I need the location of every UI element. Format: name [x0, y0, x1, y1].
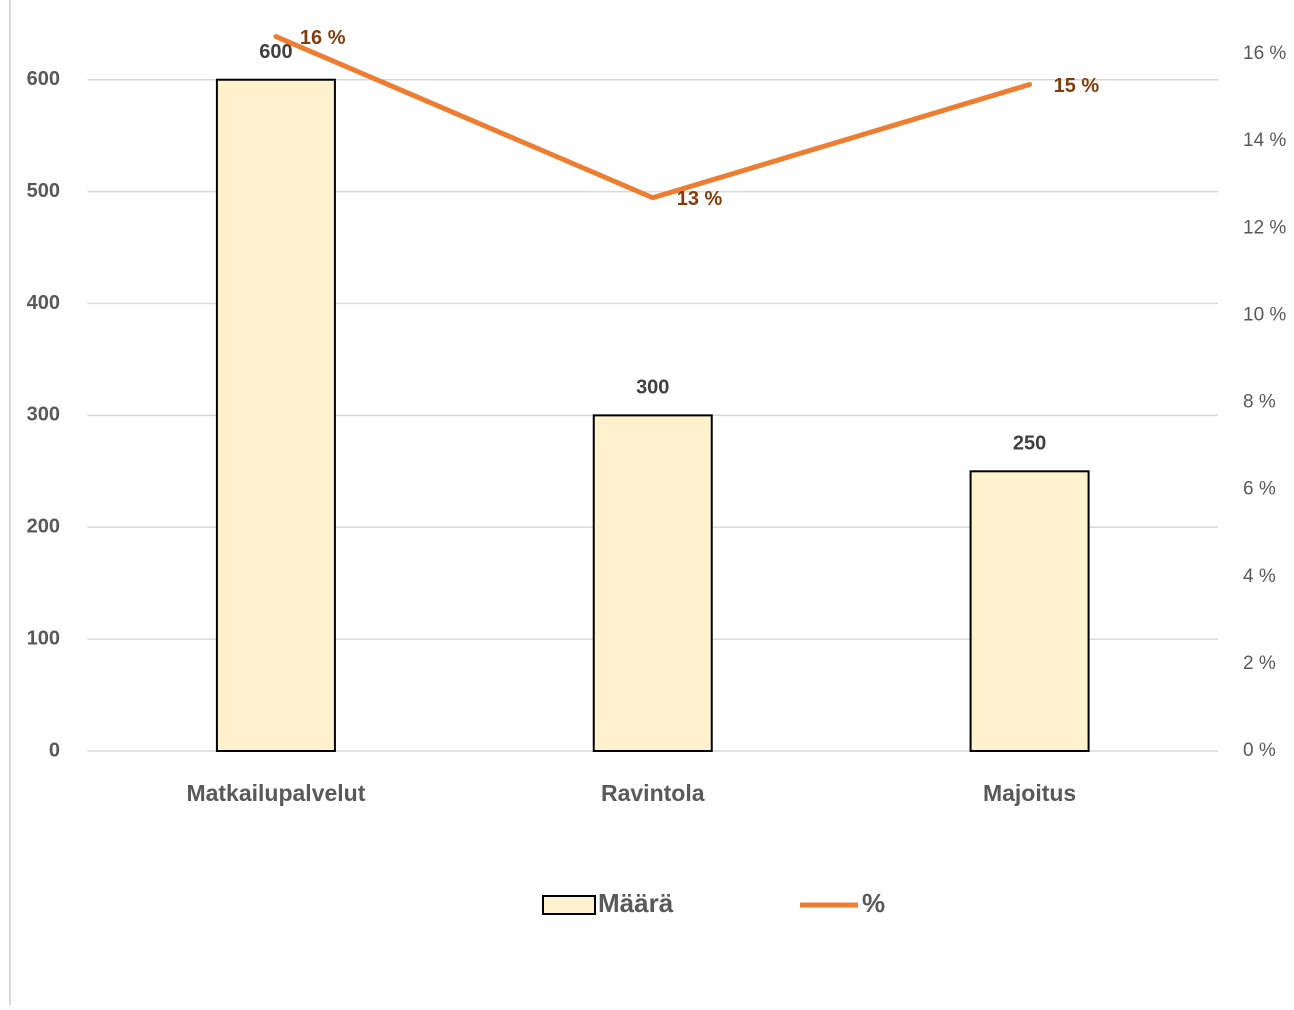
legend-label: % [862, 888, 885, 918]
bar [215, 78, 336, 753]
y2-tick-label: 0 % [1243, 740, 1276, 761]
line-value-label: 16 % [300, 27, 346, 49]
y-tick-label: 500 [27, 180, 60, 202]
y-tick-label: 600 [27, 68, 60, 90]
y2-tick-label: 4 % [1243, 566, 1276, 587]
y-tick-label: 300 [27, 404, 60, 426]
y2-tick-label: 14 % [1243, 130, 1286, 151]
line-series [273, 34, 1033, 201]
bar [592, 414, 713, 752]
line-value-label: 15 % [1054, 75, 1100, 97]
bar-value-label: 300 [636, 377, 669, 399]
y-tick-label: 200 [27, 516, 60, 538]
y2-tick-label: 12 % [1243, 217, 1286, 238]
bar [969, 470, 1090, 752]
y2-tick-label: 16 % [1243, 43, 1286, 64]
x-tick-label: Majoitus [983, 780, 1076, 806]
y-tick-label: 100 [27, 627, 60, 649]
x-tick-label: Matkailupalvelut [186, 780, 365, 806]
y2-tick-label: 2 % [1243, 653, 1276, 674]
legend-label: Määrä [598, 888, 674, 918]
y-tick-label: 400 [27, 292, 60, 314]
y-tick-label: 0 [49, 739, 60, 761]
legend-swatch [542, 895, 596, 915]
x-tick-label: Ravintola [601, 780, 705, 806]
line-value-label: 13 % [677, 188, 723, 210]
y2-tick-label: 6 % [1243, 479, 1276, 500]
bar-value-label: 600 [259, 41, 292, 63]
y2-tick-label: 10 % [1243, 304, 1286, 325]
y2-tick-label: 8 % [1243, 392, 1276, 413]
bar-value-label: 250 [1013, 433, 1046, 455]
